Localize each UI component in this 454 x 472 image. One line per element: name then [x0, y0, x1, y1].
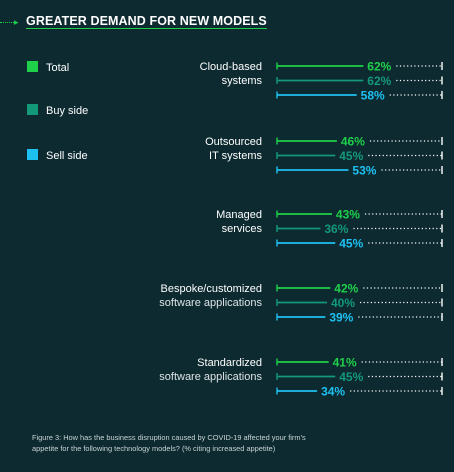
figure-caption: Figure 3: How has the business disruptio…	[32, 432, 432, 454]
data-label: 41%	[333, 356, 357, 370]
data-label: 45%	[339, 237, 363, 251]
category-label: Managed	[216, 209, 262, 221]
category-label: Bespoke/customized	[161, 283, 263, 295]
chart: Total Buy side Sell side Cloud-based systems…	[27, 60, 443, 399]
data-label: 36%	[324, 222, 348, 236]
data-label: 40%	[331, 296, 355, 310]
legend-swatch	[27, 149, 38, 160]
data-label: 45%	[339, 149, 363, 163]
legend-swatch	[27, 104, 38, 115]
category-label: software applications	[159, 371, 262, 383]
data-label: 58%	[361, 89, 385, 103]
data-label: 34%	[321, 385, 345, 399]
data-label: 62%	[367, 74, 391, 88]
legend-swatch	[27, 61, 38, 72]
data-label: 53%	[352, 164, 376, 178]
data-label: 45%	[339, 370, 363, 384]
category-label: IT systems	[209, 150, 262, 162]
legend-label: Total	[46, 62, 69, 74]
category-label: Outsourced	[205, 136, 262, 148]
caption-line-2: appetite for the following technology mo…	[32, 444, 276, 453]
category-label: Cloud-based	[200, 61, 262, 73]
legend-label: Buy side	[46, 105, 88, 117]
category-label: software applications	[159, 297, 262, 309]
page-title: GREATER DEMAND FOR NEW MODELS	[26, 14, 267, 28]
data-label: 42%	[334, 282, 358, 296]
data-label: 46%	[341, 135, 365, 149]
category-label: services	[222, 223, 263, 235]
category-label: systems	[222, 75, 263, 87]
chevron-right-icon: ▸	[14, 17, 19, 27]
category-label: Standardized	[197, 357, 262, 369]
data-label: 43%	[336, 208, 360, 222]
header-rule	[0, 22, 14, 23]
caption-line-1: Figure 3: How has the business disruptio…	[32, 433, 306, 442]
data-label: 62%	[367, 60, 391, 74]
legend-label: Sell side	[46, 150, 88, 162]
data-label: 39%	[329, 311, 353, 325]
